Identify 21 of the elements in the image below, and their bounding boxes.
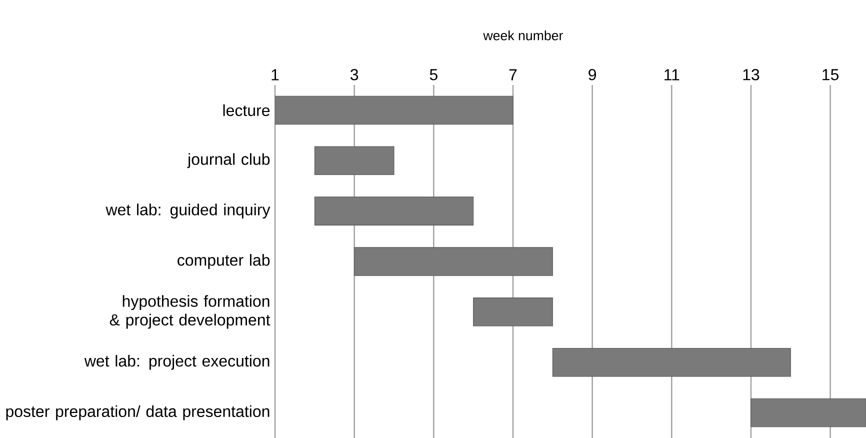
x-axis-title: week number <box>483 30 563 40</box>
x-tick-label: 15 <box>822 69 839 80</box>
y-tick-label: hypothesis formation & project development <box>110 295 270 329</box>
x-tick-label: 5 <box>430 69 438 80</box>
y-tick-label: computer lab <box>178 254 270 269</box>
y-tick-label: poster preparation/ data presentation <box>6 405 270 420</box>
y-tick-label: journal club <box>187 153 270 168</box>
x-tick-label: 7 <box>509 69 517 80</box>
x-tick-label: 1 <box>272 69 279 80</box>
y-tick-label: wet lab: project execution <box>84 354 270 370</box>
x-tick-label: 3 <box>350 68 358 80</box>
bar <box>314 146 394 176</box>
x-tick-label: 13 <box>743 68 760 80</box>
bar <box>552 348 791 377</box>
x-tick-label: 9 <box>588 68 596 80</box>
bar <box>473 298 553 326</box>
y-tick-label: wet lab: guided inquiry <box>106 204 270 219</box>
bar <box>314 196 474 226</box>
x-tick-label: 11 <box>664 69 680 80</box>
bar <box>354 247 553 276</box>
y-tick-label: lecture <box>223 104 270 116</box>
